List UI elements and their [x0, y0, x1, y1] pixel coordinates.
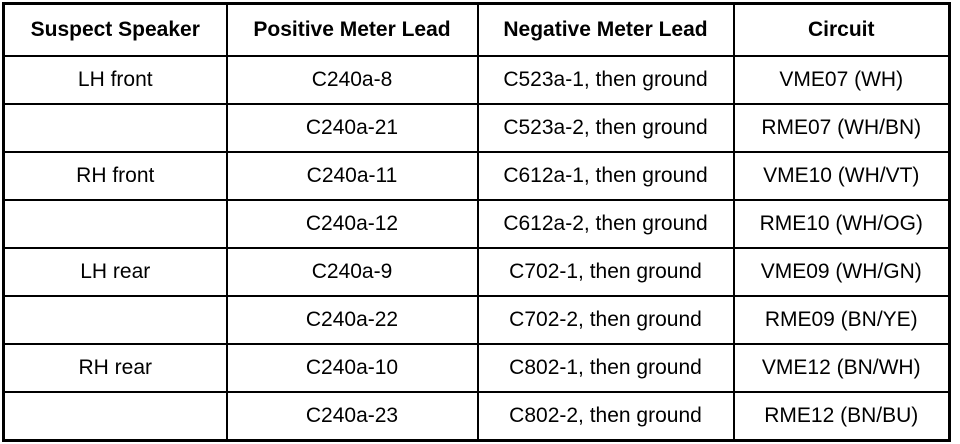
table-cell: C802-2, then ground	[476, 391, 735, 442]
table-cell: C612a-1, then ground	[476, 151, 735, 201]
table-row: C240a-22 C702-2, then ground RME09 (BN/YE)	[2, 295, 951, 345]
table-cell: C240a-10	[225, 343, 479, 393]
speaker-table: Suspect Speaker Positive Meter Lead Negati…	[2, 2, 951, 442]
empty-cell	[2, 295, 228, 345]
table-row: C240a-21 C523a-2, then ground RME07 (WH/BN…	[2, 103, 951, 153]
empty-cell	[2, 103, 228, 153]
header-cell: Negative Meter Lead	[476, 2, 735, 57]
table-cell: VME12 (BN/WH)	[732, 343, 951, 393]
table-cell: VME07 (WH)	[732, 55, 951, 105]
table-cell: C240a-21	[225, 103, 479, 153]
empty-cell	[2, 391, 228, 442]
table-cell: C240a-11	[225, 151, 479, 201]
table-cell: C702-1, then ground	[476, 247, 735, 297]
table-cell: RME12 (BN/BU)	[732, 391, 951, 442]
header-cell: Circuit	[732, 2, 951, 57]
table-cell: RME09 (BN/YE)	[732, 295, 951, 345]
table-cell: C523a-2, then ground	[476, 103, 735, 153]
table-cell: C240a-9	[225, 247, 479, 297]
table-row: RH rear C240a-10 C802-1, then ground VME12 …	[2, 343, 951, 393]
table-row: C240a-12 C612a-2, then ground RME10 (WH/OG…	[2, 199, 951, 249]
table-cell: C240a-8	[225, 55, 479, 105]
table-cell: RH rear	[2, 343, 228, 393]
header-row: Suspect Speaker Positive Meter Lead Negati…	[2, 2, 951, 57]
table-cell: RH front	[2, 151, 228, 201]
table-cell: C240a-22	[225, 295, 479, 345]
table-cell: C240a-12	[225, 199, 479, 249]
table-cell: C702-2, then ground	[476, 295, 735, 345]
table-header: Suspect Speaker Positive Meter Lead Negati…	[2, 2, 951, 57]
empty-cell	[2, 199, 228, 249]
table-cell: C240a-23	[225, 391, 479, 442]
table-row: LH front C240a-8 C523a-1, then ground VME07…	[2, 55, 951, 105]
table-row: LH rear C240a-9 C702-1, then ground VME09 (…	[2, 247, 951, 297]
table-cell: VME09 (WH/GN)	[732, 247, 951, 297]
table-cell: C802-1, then ground	[476, 343, 735, 393]
table-cell: RME07 (WH/BN)	[732, 103, 951, 153]
header-cell: Positive Meter Lead	[225, 2, 479, 57]
table-cell: LH front	[2, 55, 228, 105]
header-cell: Suspect Speaker	[2, 2, 228, 57]
table-body: LH front C240a-8 C523a-1, then ground VME07…	[2, 55, 951, 442]
table-row: C240a-23 C802-2, then ground RME12 (BN/BU)	[2, 391, 951, 442]
table-cell: C523a-1, then ground	[476, 55, 735, 105]
table-cell: VME10 (WH/VT)	[732, 151, 951, 201]
table-row: RH front C240a-11 C612a-1, then ground VME1…	[2, 151, 951, 201]
table-cell: RME10 (WH/OG)	[732, 199, 951, 249]
table-cell: C612a-2, then ground	[476, 199, 735, 249]
table-cell: LH rear	[2, 247, 228, 297]
